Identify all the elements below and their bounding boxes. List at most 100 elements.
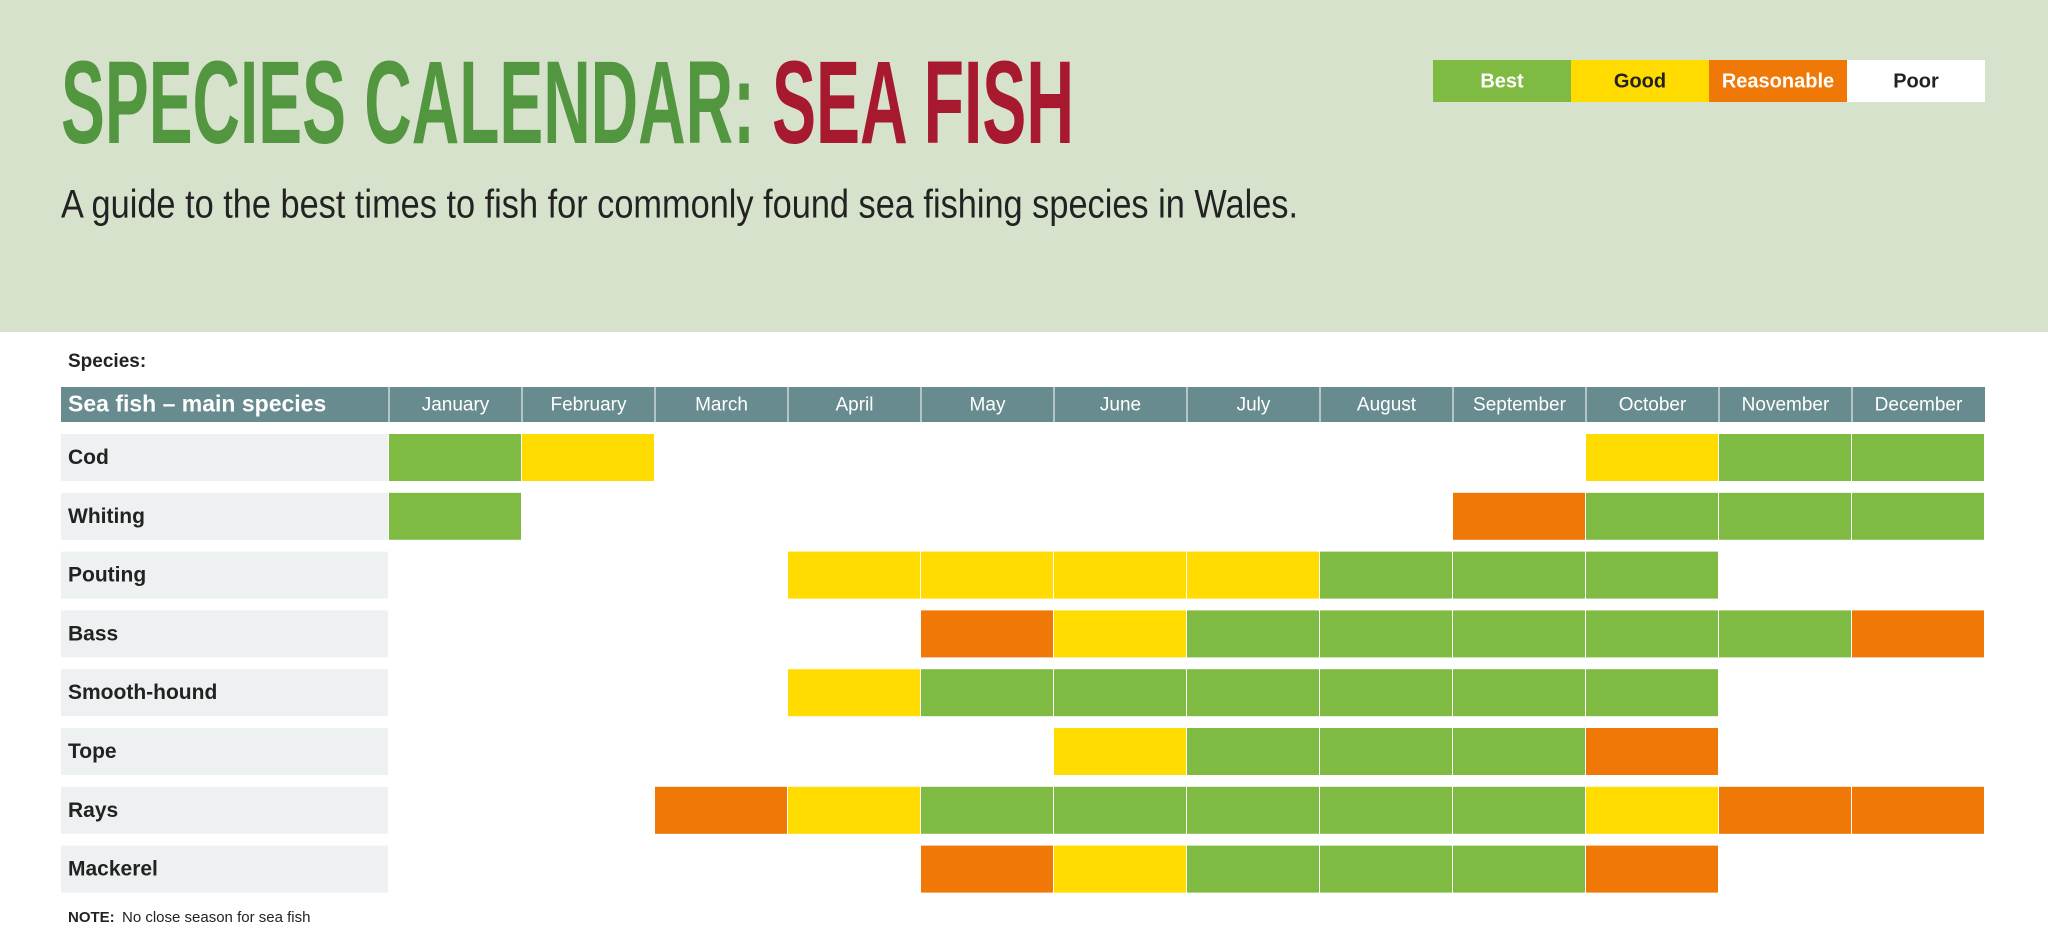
- rating-cell: [1719, 669, 1851, 717]
- rating-cell: [788, 610, 920, 658]
- rating-cell: [1054, 728, 1186, 775]
- rating-cell: [1453, 492, 1585, 540]
- rating-cell: [522, 845, 654, 893]
- rating-cell: [1187, 669, 1319, 717]
- rating-cell: [1054, 845, 1186, 893]
- month-header: September: [1473, 395, 1567, 416]
- species-cell: [61, 551, 388, 599]
- rating-cell: [1453, 610, 1585, 658]
- title: SPECIES CALENDAR:: [61, 37, 755, 169]
- rating-cell: [389, 434, 521, 481]
- month-header: October: [1619, 395, 1687, 416]
- rating-cell: [921, 786, 1053, 834]
- legend-label: Poor: [1893, 70, 1939, 92]
- species-cell: [61, 669, 388, 717]
- species-name: Smooth-hound: [68, 681, 217, 704]
- legend-label: Best: [1480, 70, 1524, 92]
- title-accent: SEA FISH: [772, 37, 1074, 169]
- month-header: February: [550, 395, 627, 416]
- rating-cell: [522, 728, 654, 775]
- rating-cell: [1320, 492, 1452, 540]
- rating-cell: [1054, 786, 1186, 834]
- rating-cell: [1453, 728, 1585, 775]
- rating-cell: [1187, 728, 1319, 775]
- species-cell: [61, 845, 388, 893]
- rating-cell: [1586, 434, 1718, 481]
- rating-cell: [788, 492, 920, 540]
- rating-cell: [1054, 551, 1186, 599]
- month-header: May: [970, 395, 1006, 416]
- rating-cell: [921, 845, 1053, 893]
- rating-cell: [1320, 434, 1452, 481]
- rating-cell: [655, 551, 787, 599]
- species-name: Pouting: [68, 564, 146, 587]
- note-text: No close season for sea fish: [122, 909, 310, 926]
- species-cell: [61, 434, 388, 481]
- rating-cell: [522, 551, 654, 599]
- month-header: November: [1742, 395, 1830, 416]
- rating-cell: [1586, 669, 1718, 717]
- rating-cell: [1586, 551, 1718, 599]
- species-name: Mackerel: [68, 858, 158, 881]
- rating-cell: [1719, 492, 1851, 540]
- rating-cell: [522, 610, 654, 658]
- rating-cell: [1187, 786, 1319, 834]
- rating-cell: [522, 434, 654, 481]
- rating-cell: [921, 669, 1053, 717]
- rating-cell: [1187, 551, 1319, 599]
- month-header: March: [695, 395, 748, 416]
- rating-cell: [655, 845, 787, 893]
- rating-cell: [788, 845, 920, 893]
- header-row: [61, 387, 1985, 422]
- rating-cell: [1719, 845, 1851, 893]
- legend-label: Reasonable: [1722, 70, 1834, 92]
- rating-cell: [788, 786, 920, 834]
- legend-swatch: [1847, 60, 1985, 102]
- rating-cell: [1453, 434, 1585, 481]
- rating-cell: [1320, 728, 1452, 775]
- rating-cell: [1719, 434, 1851, 481]
- rating-cell: [788, 669, 920, 717]
- note-label: NOTE:: [68, 909, 115, 926]
- rating-cell: [1852, 434, 1984, 481]
- rating-cell: [522, 786, 654, 834]
- rating-cell: [1586, 728, 1718, 775]
- species-name: Tope: [68, 740, 117, 763]
- legend-swatch: [1433, 60, 1571, 102]
- month-header: April: [835, 395, 873, 416]
- rating-cell: [655, 728, 787, 775]
- rating-cell: [1719, 551, 1851, 599]
- rating-cell: [1852, 551, 1984, 599]
- month-header: July: [1237, 395, 1271, 416]
- rating-cell: [1852, 610, 1984, 658]
- legend-swatch: [1571, 60, 1709, 102]
- rating-cell: [1187, 610, 1319, 658]
- rating-cell: [655, 492, 787, 540]
- species-name: Cod: [68, 446, 109, 469]
- rating-cell: [1719, 728, 1851, 775]
- rating-cell: [1852, 492, 1984, 540]
- rating-cell: [1320, 610, 1452, 658]
- rating-cell: [1719, 610, 1851, 658]
- rating-cell: [1054, 434, 1186, 481]
- rating-cell: [1320, 845, 1452, 893]
- month-header: June: [1100, 395, 1141, 416]
- species-cell: [61, 492, 388, 540]
- rating-cell: [1852, 845, 1984, 893]
- subtitle: A guide to the best times to fish for co…: [61, 183, 1298, 227]
- rating-cell: [921, 610, 1053, 658]
- rating-cell: [1054, 492, 1186, 540]
- month-header: August: [1357, 395, 1417, 416]
- rating-cell: [1320, 786, 1452, 834]
- rating-cell: [1320, 669, 1452, 717]
- corner-label: Sea fish – main species: [68, 391, 326, 417]
- rating-cell: [1586, 786, 1718, 834]
- rating-cell: [1453, 786, 1585, 834]
- species-cell: [61, 728, 388, 775]
- rating-cell: [1586, 610, 1718, 658]
- rating-cell: [522, 492, 654, 540]
- month-header: December: [1875, 395, 1963, 416]
- species-name: Rays: [68, 799, 118, 822]
- rating-cell: [1054, 669, 1186, 717]
